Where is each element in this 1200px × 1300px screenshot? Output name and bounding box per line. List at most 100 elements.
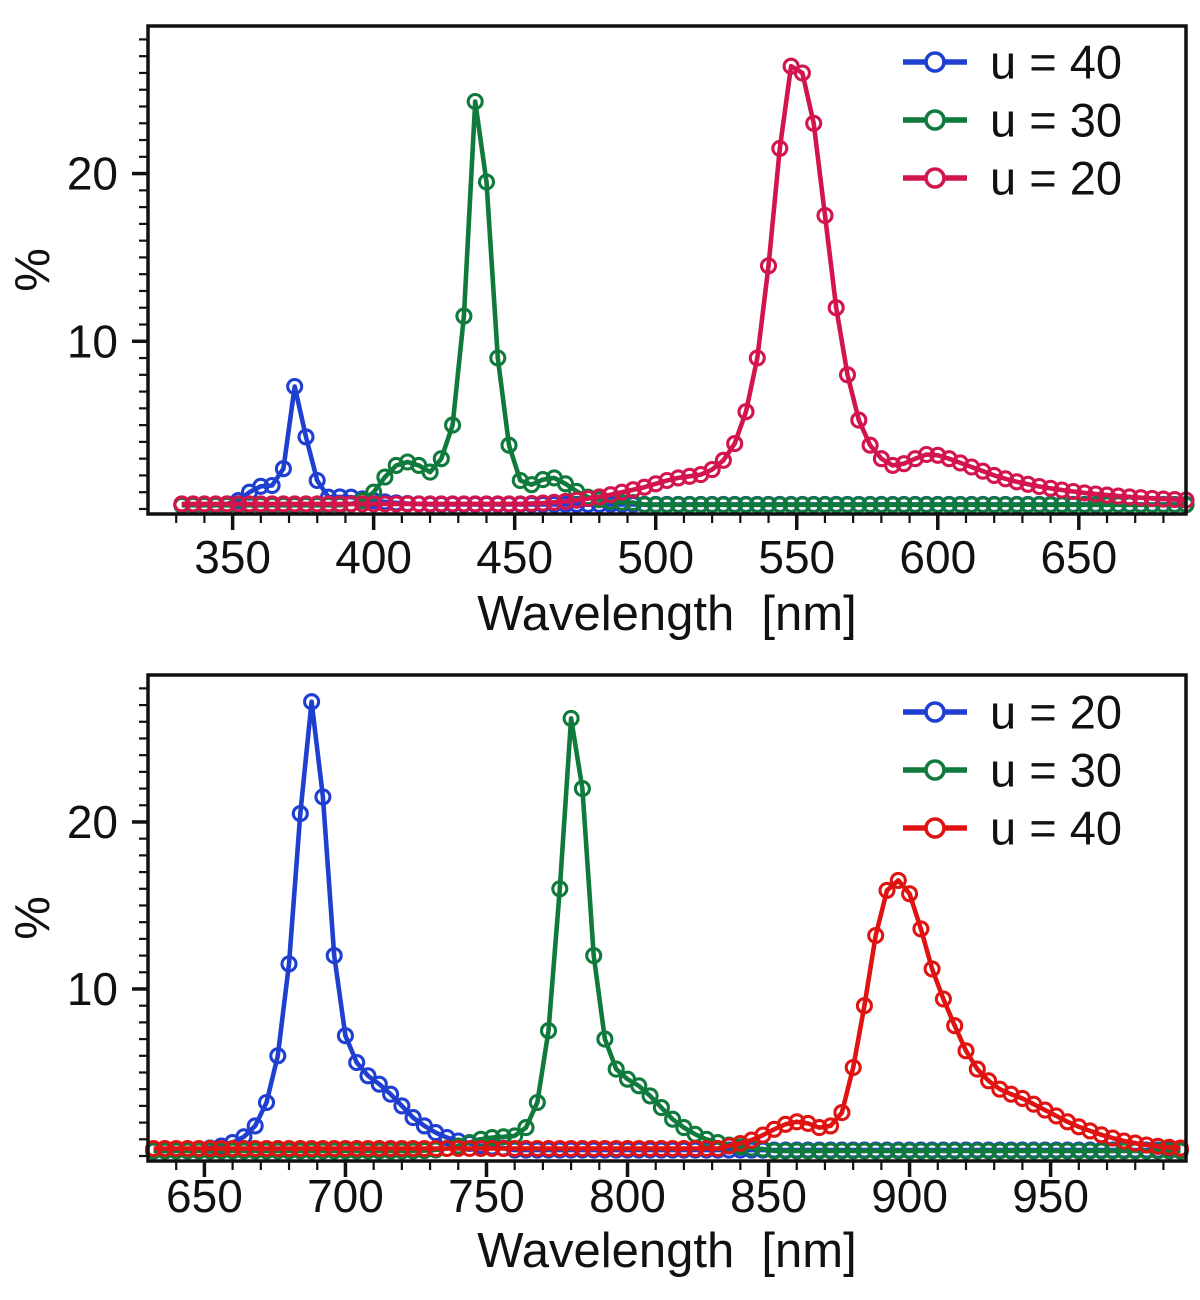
- data-point-marker: [427, 1139, 445, 1158]
- data-point-marker: [257, 1093, 276, 1112]
- x-tick-label: 650: [166, 1170, 243, 1222]
- data-point-marker: [500, 436, 518, 454]
- data-point-marker: [551, 1139, 569, 1158]
- data-point-marker: [585, 947, 603, 965]
- data-point-marker: [365, 483, 383, 501]
- data-point-marker: [737, 496, 755, 514]
- data-point-marker: [652, 1099, 670, 1117]
- data-point-marker: [889, 1142, 907, 1160]
- data-point-marker: [1075, 484, 1094, 502]
- data-point-marker: [923, 960, 941, 978]
- legend-entry: u = 30: [903, 744, 1122, 797]
- data-point-marker: [534, 494, 552, 512]
- data-point-marker: [917, 496, 936, 514]
- data-point-marker: [297, 495, 315, 513]
- data-point-marker: [308, 471, 326, 490]
- data-point-marker: [382, 1139, 400, 1158]
- data-point-marker: [906, 496, 924, 514]
- data-point-marker: [596, 1030, 614, 1048]
- data-point-marker: [477, 173, 496, 191]
- data-point-marker: [968, 1060, 986, 1078]
- panel-0: 350 400 450 500 550 600 650 10 20 Wavelength [nm]…: [6, 24, 1195, 641]
- legend-label: u = 40: [990, 802, 1122, 855]
- data-point-marker: [393, 1139, 411, 1158]
- data-point-marker: [980, 1072, 998, 1090]
- data-point-marker: [489, 495, 507, 513]
- data-point-marker: [850, 496, 868, 514]
- data-point-marker: [692, 496, 710, 514]
- legend-entry: u = 30: [903, 94, 1122, 147]
- data-point-marker: [184, 495, 202, 513]
- data-point-marker: [630, 1077, 648, 1095]
- data-point-marker: [274, 495, 292, 513]
- data-point-marker: [246, 1139, 264, 1158]
- data-point-marker: [432, 495, 450, 513]
- data-point-marker: [398, 495, 417, 513]
- data-point-marker: [370, 1075, 388, 1093]
- data-point-marker: [229, 495, 247, 513]
- data-point-marker: [190, 1139, 208, 1158]
- data-point-marker: [421, 495, 439, 513]
- y-axis-label: %: [6, 896, 60, 940]
- data-point-marker: [647, 475, 665, 493]
- data-point-marker: [855, 1142, 873, 1160]
- data-point-marker: [235, 1139, 253, 1158]
- data-point-marker: [376, 468, 394, 486]
- data-point-marker: [370, 1139, 388, 1158]
- legend-label: u = 30: [990, 94, 1122, 147]
- data-point-marker: [336, 1027, 354, 1045]
- data-point-marker: [776, 1142, 795, 1160]
- data-point-marker: [489, 349, 507, 367]
- data-point-marker: [759, 257, 778, 275]
- data-point-marker: [838, 496, 857, 514]
- data-point-marker: [325, 947, 343, 965]
- data-point-marker: [573, 780, 591, 798]
- data-point-marker: [455, 307, 473, 325]
- data-point-marker: [252, 495, 270, 513]
- data-point-marker: [342, 495, 360, 513]
- data-point-marker: [951, 496, 969, 514]
- data-point-marker: [675, 1139, 693, 1158]
- data-point-marker: [376, 495, 394, 513]
- data-point-marker: [348, 1053, 366, 1072]
- data-point-marker: [556, 475, 575, 493]
- data-point-marker: [556, 492, 575, 510]
- data-point-marker: [884, 456, 902, 474]
- y-tick-label: 20: [67, 148, 118, 200]
- x-tick-label: 550: [758, 531, 835, 583]
- data-point-marker: [850, 411, 868, 429]
- x-tick-label: 700: [307, 1170, 384, 1222]
- data-point-marker: [1075, 496, 1094, 514]
- data-point-marker: [884, 496, 902, 514]
- data-point-marker: [568, 491, 586, 509]
- data-point-marker: [461, 1139, 479, 1158]
- y-axis-ticks: [132, 38, 148, 511]
- data-point-marker: [1087, 496, 1105, 514]
- data-point-marker: [726, 496, 744, 514]
- data-point-marker: [861, 496, 879, 514]
- legend-label: u = 20: [990, 686, 1122, 739]
- y-axis-ticks: [132, 687, 148, 1158]
- data-point-marker: [664, 1110, 682, 1128]
- data-point-marker: [1092, 1126, 1110, 1144]
- data-point-marker: [1025, 1142, 1043, 1160]
- data-point-marker: [624, 481, 642, 499]
- data-point-marker: [596, 1139, 614, 1158]
- data-point-marker: [838, 366, 857, 384]
- data-point-marker: [528, 1093, 546, 1112]
- data-point-marker: [178, 1139, 197, 1158]
- data-point-marker: [500, 495, 518, 513]
- data-point-marker: [613, 493, 631, 511]
- plot-frame: [146, 24, 1188, 516]
- data-point-marker: [494, 1128, 512, 1146]
- data-point-marker: [1121, 488, 1139, 506]
- data-point-marker: [703, 496, 721, 514]
- x-tick-label: 400: [335, 531, 412, 583]
- data-point-marker: [286, 495, 304, 513]
- data-point-marker: [681, 496, 699, 514]
- series-u---20: [173, 57, 1195, 513]
- data-point-marker: [415, 1139, 433, 1158]
- data-point-marker: [308, 495, 326, 513]
- data-point-marker: [252, 477, 270, 495]
- data-point-marker: [799, 1142, 817, 1160]
